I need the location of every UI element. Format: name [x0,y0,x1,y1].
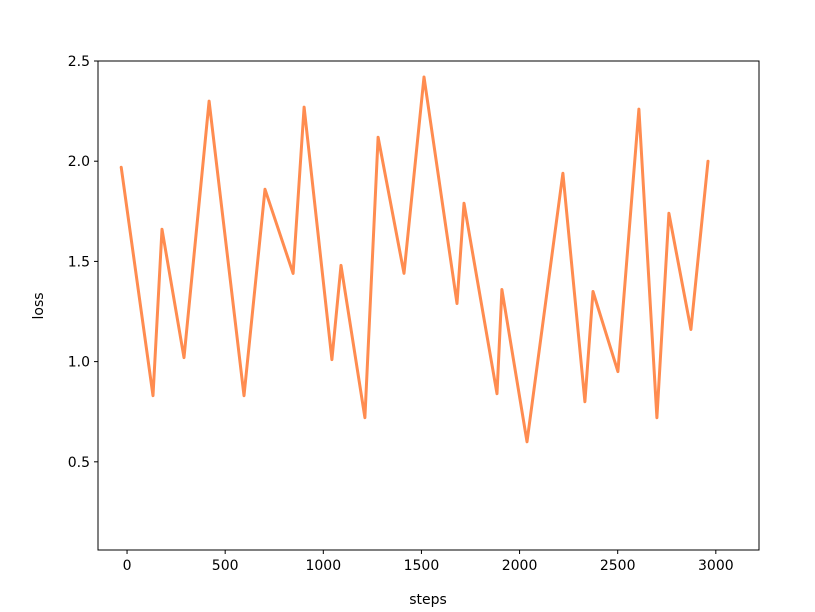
y-tick-label: 1.0 [68,355,90,371]
x-axis-label: steps [409,592,447,608]
x-tick-label: 3000 [698,558,734,574]
x-tick-label: 0 [123,558,132,574]
y-axis-label: loss [31,292,47,319]
x-tick-label: 1500 [404,558,440,574]
x-tick-label: 2500 [600,558,636,574]
series-line-0 [121,77,708,442]
x-tick-label: 1000 [305,558,341,574]
x-tick-label: 500 [212,558,239,574]
y-tick-label: 2.0 [68,154,90,170]
y-tick-label: 1.5 [68,254,90,270]
plot-area [121,77,708,442]
axes: 0 500 1000 1500 2000 2500 3000 0.5 1.0 1.5 2.0 2.5 [68,54,759,574]
y-tick-label: 2.5 [68,54,90,70]
plot-frame [98,61,759,550]
x-tick-label: 2000 [502,558,538,574]
y-tick-label: 0.5 [68,455,90,471]
